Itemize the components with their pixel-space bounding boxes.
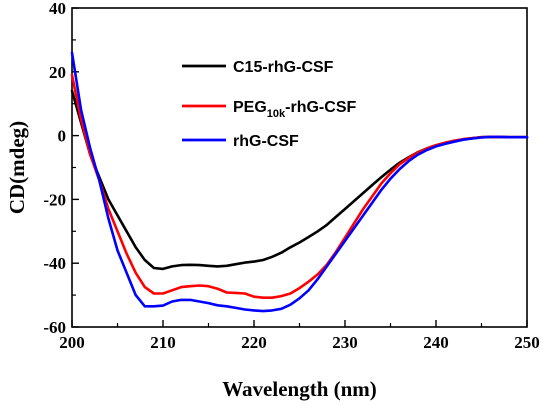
y-tick-label: -20 bbox=[43, 190, 66, 209]
y-tick-label: 20 bbox=[49, 63, 66, 82]
x-axis-title: Wavelength (nm) bbox=[222, 377, 377, 401]
x-tick-label: 230 bbox=[332, 333, 358, 352]
legend-label-0: C15-rhG-CSF bbox=[233, 59, 334, 76]
legend: C15-rhG-CSF PEG10k-rhG-CSF rhG-CSF bbox=[182, 59, 356, 150]
series-line-0 bbox=[70, 89, 529, 271]
x-tick-label: 220 bbox=[241, 333, 267, 352]
x-tick-label: 240 bbox=[423, 333, 449, 352]
x-tick-label: 200 bbox=[59, 333, 85, 352]
series-line-2 bbox=[70, 51, 529, 313]
axis-ticks: 200 210 220 230 240 250 -60 -40 -20 0 20 40 bbox=[43, 0, 539, 352]
y-axis-title: CD(mdeg) bbox=[5, 121, 29, 214]
legend-label-1: PEG10k-rhG-CSF bbox=[233, 99, 356, 120]
x-tick-label: 210 bbox=[150, 333, 176, 352]
series-lines bbox=[70, 51, 529, 313]
y-tick-label: -60 bbox=[43, 318, 66, 337]
x-tick-label: 250 bbox=[514, 333, 540, 352]
y-tick-label: 0 bbox=[58, 127, 67, 146]
y-tick-label: -40 bbox=[43, 254, 66, 273]
legend-label-2: rhG-CSF bbox=[233, 133, 299, 150]
y-tick-label: 40 bbox=[49, 0, 66, 18]
